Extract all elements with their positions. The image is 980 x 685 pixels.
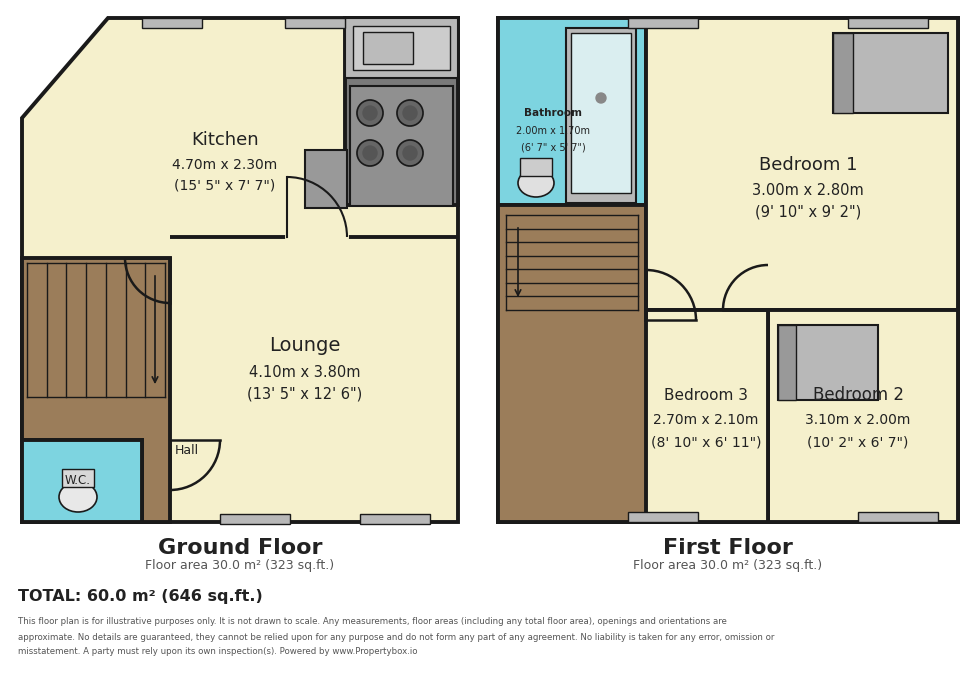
Bar — [848, 18, 928, 28]
Text: (10' 2" x 6' 7"): (10' 2" x 6' 7") — [808, 435, 908, 449]
Text: 3.00m x 2.80m: 3.00m x 2.80m — [752, 182, 864, 197]
Circle shape — [640, 150, 880, 390]
Ellipse shape — [59, 482, 97, 512]
Bar — [62, 469, 94, 487]
Text: Lounge: Lounge — [270, 336, 341, 355]
Bar — [571, 33, 631, 193]
Bar — [858, 512, 938, 522]
Text: 4.70m x 2.30m: 4.70m x 2.30m — [172, 158, 277, 172]
Bar — [353, 26, 450, 70]
Bar — [142, 18, 202, 28]
Bar — [285, 18, 345, 28]
Text: Ground Floor: Ground Floor — [158, 538, 322, 558]
Bar — [566, 28, 636, 203]
Bar — [363, 32, 413, 64]
Text: (13' 5" x 12' 6"): (13' 5" x 12' 6") — [247, 386, 363, 401]
Circle shape — [357, 140, 383, 166]
Polygon shape — [22, 18, 458, 522]
Circle shape — [397, 140, 423, 166]
Bar — [520, 158, 552, 176]
Polygon shape — [498, 18, 958, 522]
Bar — [345, 18, 458, 205]
Circle shape — [225, 285, 355, 415]
Text: TOTAL: 60.0 m² (646 sq.ft.): TOTAL: 60.0 m² (646 sq.ft.) — [18, 590, 263, 604]
Circle shape — [596, 93, 606, 103]
Text: (8' 10" x 6' 11"): (8' 10" x 6' 11") — [651, 435, 761, 449]
Bar — [778, 325, 796, 400]
Circle shape — [363, 106, 377, 120]
Text: Bedroom 3: Bedroom 3 — [664, 388, 748, 403]
Text: approximate. No details are guaranteed, they cannot be relied upon for any purpo: approximate. No details are guaranteed, … — [18, 632, 774, 641]
Bar — [778, 325, 878, 400]
Polygon shape — [498, 205, 768, 522]
Circle shape — [235, 285, 445, 495]
Circle shape — [363, 146, 377, 160]
Text: Hall: Hall — [175, 443, 199, 456]
Bar — [833, 33, 853, 113]
Polygon shape — [498, 18, 646, 205]
Text: Bedroom 1: Bedroom 1 — [759, 156, 858, 174]
Polygon shape — [22, 258, 170, 522]
Text: (6' 7" x 5' 7"): (6' 7" x 5' 7") — [520, 142, 585, 152]
Bar — [350, 86, 453, 206]
Bar — [22, 440, 142, 522]
Text: Bedroom 2: Bedroom 2 — [812, 386, 904, 404]
Text: 2.00m x 1.70m: 2.00m x 1.70m — [516, 126, 590, 136]
Text: W.C.: W.C. — [65, 473, 91, 486]
Polygon shape — [646, 310, 768, 522]
Text: Kitchen: Kitchen — [191, 131, 259, 149]
Text: misstatement. A party must rely upon its own inspection(s). Powered by www.Prope: misstatement. A party must rely upon its… — [18, 647, 417, 656]
Circle shape — [397, 100, 423, 126]
Text: Bathroom: Bathroom — [524, 108, 582, 118]
Bar — [360, 514, 430, 524]
Polygon shape — [646, 18, 958, 310]
Bar — [628, 512, 698, 522]
Text: (9' 10" x 9' 2"): (9' 10" x 9' 2") — [755, 205, 861, 219]
Bar — [220, 514, 290, 524]
Circle shape — [357, 100, 383, 126]
Text: Floor area 30.0 m² (323 sq.ft.): Floor area 30.0 m² (323 sq.ft.) — [145, 560, 334, 573]
Text: First Floor: First Floor — [663, 538, 793, 558]
Ellipse shape — [518, 169, 554, 197]
Text: (15' 5" x 7' 7"): (15' 5" x 7' 7") — [174, 178, 275, 192]
Circle shape — [625, 155, 775, 305]
Bar — [345, 18, 458, 78]
Text: Floor area 30.0 m² (323 sq.ft.): Floor area 30.0 m² (323 sq.ft.) — [633, 560, 822, 573]
Bar — [833, 33, 948, 113]
Text: This floor plan is for illustrative purposes only. It is not drawn to scale. Any: This floor plan is for illustrative purp… — [18, 617, 727, 627]
Circle shape — [403, 106, 417, 120]
Text: 4.10m x 3.80m: 4.10m x 3.80m — [249, 364, 361, 379]
Text: 2.70m x 2.10m: 2.70m x 2.10m — [654, 413, 759, 427]
Bar — [628, 18, 698, 28]
Text: 3.10m x 2.00m: 3.10m x 2.00m — [806, 413, 910, 427]
Circle shape — [403, 146, 417, 160]
Polygon shape — [768, 310, 958, 522]
Bar — [305, 150, 347, 208]
